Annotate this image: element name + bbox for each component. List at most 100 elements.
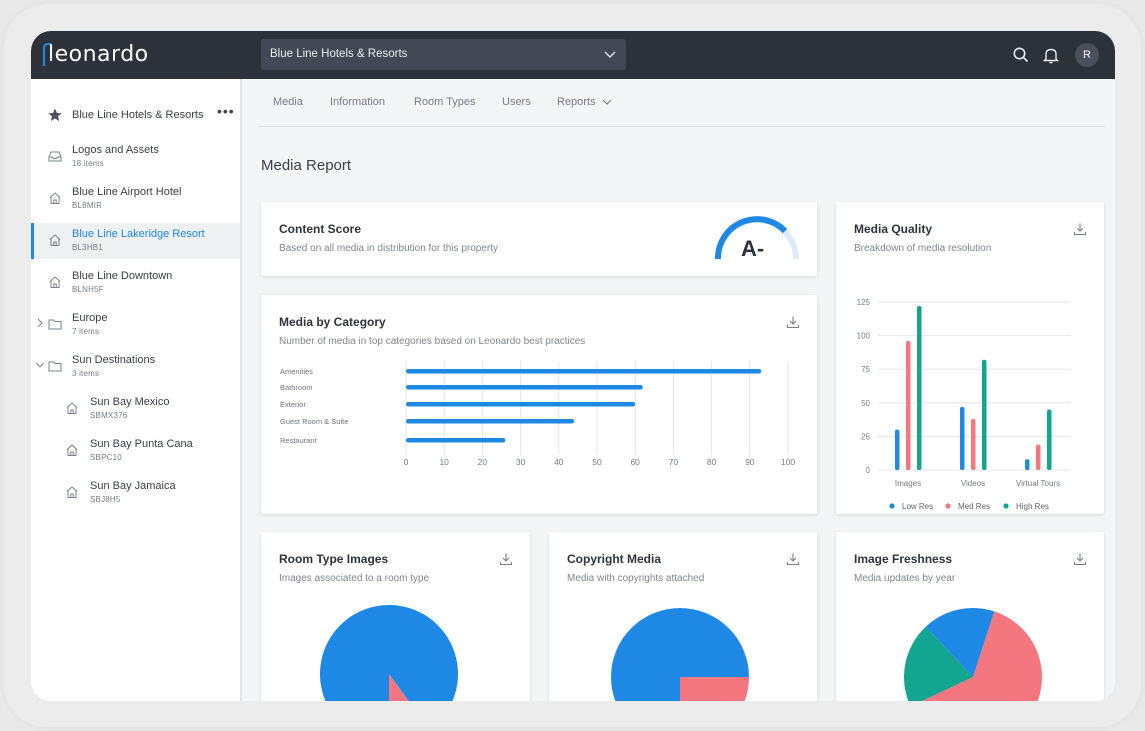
card-subtitle: Breakdown of media resolution <box>854 243 992 254</box>
room-type-images-chart <box>320 605 458 701</box>
sidebar-item-sub: SBJ8H5 <box>90 495 121 504</box>
download-icon[interactable] <box>786 315 800 329</box>
sidebar-item-logos-and-assets[interactable]: Logos and Assets 18 items <box>31 139 240 175</box>
download-icon[interactable] <box>786 552 800 566</box>
legend-label: High Res <box>1016 502 1049 511</box>
pie-slice <box>921 611 1042 701</box>
sidebar-item-airport-hotel[interactable]: Blue Line Airport Hotel BL8MIR <box>31 181 240 217</box>
property-select-value: Blue Line Hotels & Resorts <box>270 48 408 60</box>
x-tick-label: Images <box>895 479 921 488</box>
quality-bar <box>1025 459 1030 470</box>
tab-users[interactable]: Users <box>502 96 531 108</box>
sidebar-item-name: Sun Bay Mexico <box>90 396 170 408</box>
media-by-category-card: Media by Category Number of media in top… <box>261 295 817 514</box>
category-label: Bathroom <box>280 383 313 392</box>
sidebar-item-name: Sun Bay Jamaica <box>90 480 176 492</box>
x-tick-label: Videos <box>961 479 985 488</box>
card-subtitle: Media with copyrights attached <box>567 573 705 584</box>
pie-slice <box>389 674 409 701</box>
home-icon <box>49 234 61 246</box>
download-icon[interactable] <box>1073 552 1087 566</box>
tab-reports-label: Reports <box>557 96 596 108</box>
bell-icon[interactable] <box>1041 45 1061 65</box>
folder-icon <box>48 361 62 372</box>
quality-bar <box>1047 409 1052 470</box>
category-label: Exterior <box>280 400 306 409</box>
pie-slice <box>904 626 973 701</box>
card-title: Image Freshness <box>854 552 953 566</box>
home-icon <box>49 192 61 204</box>
sidebar-root-item[interactable]: Blue Line Hotels & Resorts ••• <box>31 103 240 127</box>
x-tick-label: 60 <box>630 457 640 467</box>
sidebar-item-sun-bay-punta-cana[interactable]: Sun Bay Punta Cana SBPC10 <box>31 433 240 469</box>
image-freshness-chart <box>904 608 1042 701</box>
y-tick-label: 75 <box>861 365 870 374</box>
card-subtitle: Number of media in top categories based … <box>279 336 586 347</box>
x-tick-label: 20 <box>478 457 488 467</box>
download-icon[interactable] <box>1073 222 1087 236</box>
chevron-right-icon[interactable] <box>36 318 44 328</box>
sidebar-item-name: Sun Destinations <box>72 354 156 366</box>
sidebar-item-sub: 7 items <box>72 327 100 336</box>
sidebar-item-name: Europe <box>72 312 108 324</box>
room-type-images-card: Room Type Images Images associated to a … <box>261 532 530 701</box>
x-tick-label: 40 <box>554 457 564 467</box>
more-options-icon[interactable]: ••• <box>217 103 235 119</box>
x-tick-label: 80 <box>707 457 717 467</box>
sidebar-item-name: Sun Bay Punta Cana <box>90 438 193 450</box>
sidebar-item-name: Blue Line Lakeridge Resort <box>72 228 205 240</box>
sidebar-item-downtown[interactable]: Blue Line Downtown BLNH5F <box>31 265 240 301</box>
pie-slice <box>925 608 995 677</box>
sidebar-item-sub: BL8MIR <box>72 201 103 210</box>
logo-text: leonardo <box>48 42 149 67</box>
score-gauge <box>714 216 799 260</box>
property-select[interactable]: Blue Line Hotels & Resorts <box>261 39 626 70</box>
sidebar-item-sun-destinations[interactable]: Sun Destinations 3 items <box>31 349 240 385</box>
download-icon[interactable] <box>499 552 513 566</box>
copyright-media-chart <box>611 608 749 701</box>
sidebar-item-sub: BLNH5F <box>72 285 104 294</box>
user-avatar[interactable]: R <box>1075 43 1099 67</box>
y-tick-label: 125 <box>857 298 871 307</box>
chevron-down-icon[interactable] <box>36 360 44 370</box>
y-tick-label: 0 <box>866 466 871 475</box>
category-label: Amenities <box>280 367 313 376</box>
card-title: Media by Category <box>279 315 386 329</box>
category-bar <box>406 385 643 390</box>
star-icon <box>48 108 62 121</box>
quality-bar <box>917 306 922 470</box>
category-bar <box>406 438 506 443</box>
leonardo-logo[interactable]: leonardo <box>42 40 152 72</box>
sidebar-item-name: Logos and Assets <box>72 144 159 156</box>
sidebar-item-sun-bay-mexico[interactable]: Sun Bay Mexico SBMX376 <box>31 391 240 427</box>
pie-slice <box>611 608 749 701</box>
x-tick-label: 50 <box>592 457 602 467</box>
quality-bar <box>895 429 900 470</box>
tab-room-types[interactable]: Room Types <box>414 96 476 108</box>
media-quality-card: Media Quality Breakdown of media resolut… <box>836 202 1104 514</box>
tab-media[interactable]: Media <box>273 96 303 108</box>
home-icon <box>66 444 78 456</box>
quality-bar <box>971 418 976 470</box>
x-tick-label: Virtual Tours <box>1016 479 1060 488</box>
sidebar-root-label: Blue Line Hotels & Resorts <box>72 109 204 121</box>
tab-reports[interactable]: Reports <box>557 96 612 108</box>
x-tick-label: 100 <box>781 457 795 467</box>
category-label: Restaurant <box>280 436 318 445</box>
home-icon <box>66 486 78 498</box>
chevron-down-icon <box>604 51 616 58</box>
search-icon[interactable] <box>1011 45 1031 65</box>
card-subtitle: Media updates by year <box>854 573 956 584</box>
section-tabs: Media Information Room Types Users Repor… <box>258 79 1105 127</box>
media-by-category-chart: 0 10 20 30 40 50 60 70 80 90 100 Amenities Bathroom E… <box>280 361 795 467</box>
sidebar-item-europe[interactable]: Europe 7 items <box>31 307 240 343</box>
content-score-card: Content Score Based on all media in dist… <box>261 202 817 276</box>
sidebar-item-sun-bay-jamaica[interactable]: Sun Bay Jamaica SBJ8H5 <box>31 475 240 511</box>
tab-information[interactable]: Information <box>330 96 386 108</box>
card-title: Media Quality <box>854 222 933 236</box>
sidebar-item-lakeridge-resort[interactable]: Blue Line Lakeridge Resort BL3HB1 <box>31 223 240 259</box>
x-tick-label: 0 <box>404 457 409 467</box>
legend-marker <box>889 503 895 509</box>
y-tick-label: 25 <box>861 432 870 441</box>
sidebar-item-name: Blue Line Downtown <box>72 270 173 282</box>
